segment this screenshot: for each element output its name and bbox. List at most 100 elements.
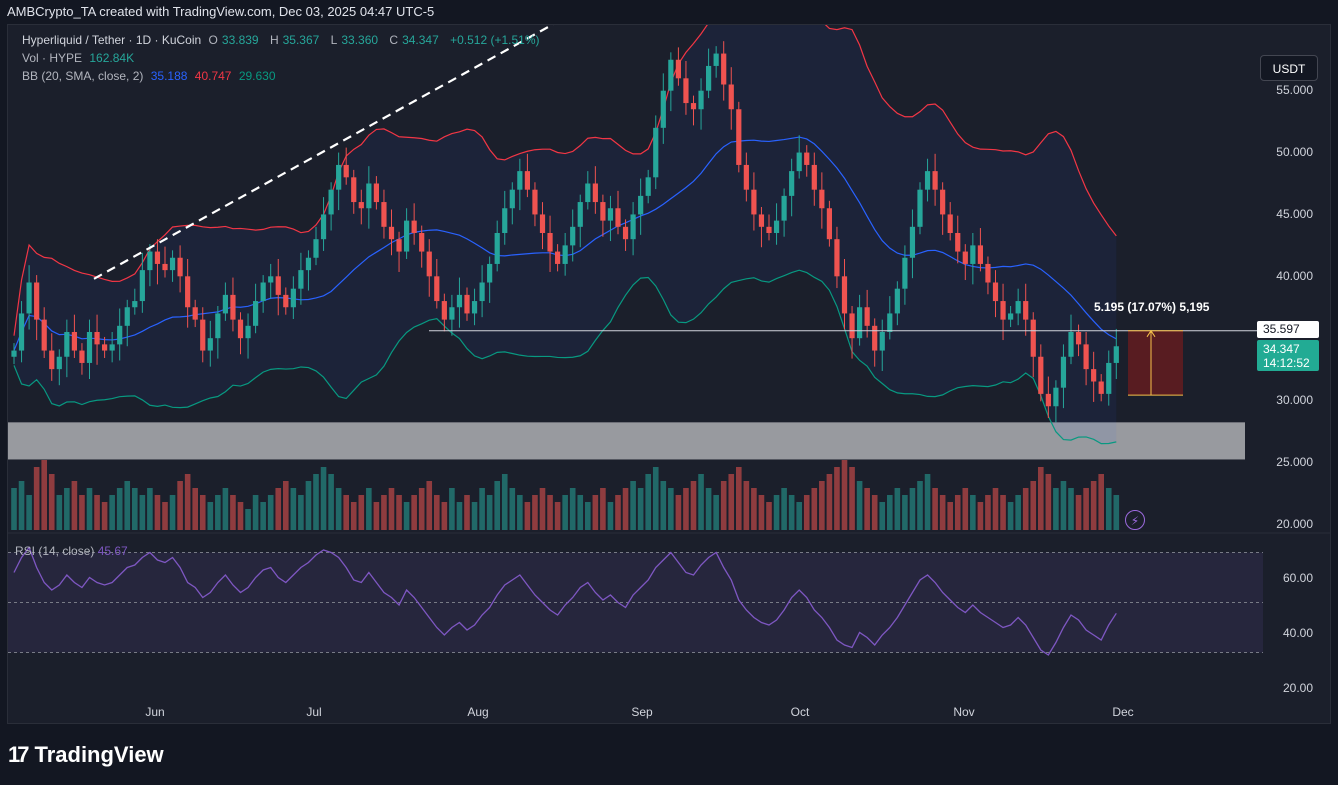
- candle: [736, 109, 742, 165]
- volume-bar: [313, 474, 319, 530]
- volume-bar: [698, 474, 704, 530]
- candle: [177, 257, 183, 277]
- candle: [86, 332, 93, 363]
- currency-button[interactable]: USDT: [1260, 55, 1318, 81]
- candle: [864, 307, 870, 326]
- candle: [773, 220, 780, 233]
- candle: [834, 239, 840, 277]
- volume-bar: [456, 502, 463, 530]
- candle: [207, 338, 213, 351]
- volume-bar: [977, 502, 984, 530]
- candle: [479, 282, 485, 302]
- candle: [298, 270, 304, 289]
- candle: [562, 245, 568, 264]
- time-axis-label: Dec: [1112, 705, 1134, 719]
- volume-bar: [418, 488, 425, 530]
- chart-frame[interactable]: Hyperliquid / Tether · 1D · KuCoin O 33.8…: [7, 24, 1331, 724]
- volume-bar: [71, 481, 78, 530]
- volume-bar: [970, 495, 976, 530]
- candle: [449, 307, 455, 320]
- candle: [1008, 313, 1014, 320]
- candle: [109, 344, 115, 351]
- volume-bar: [124, 481, 131, 530]
- candles: [11, 41, 1119, 423]
- tradingview-logo[interactable]: 17 TradingView: [8, 742, 164, 767]
- candle: [517, 171, 523, 190]
- candle: [1060, 356, 1067, 388]
- volume-bar: [962, 488, 969, 530]
- volume-bar: [539, 488, 546, 530]
- candle: [653, 127, 659, 178]
- candle: [630, 214, 636, 240]
- volume-bar: [283, 481, 289, 530]
- volume-bar: [585, 502, 591, 530]
- volume-bar: [184, 474, 191, 530]
- candle: [162, 263, 168, 271]
- volume-bar: [1022, 488, 1029, 530]
- candle: [849, 313, 855, 339]
- candle: [411, 220, 417, 233]
- candle: [124, 307, 130, 326]
- candle: [894, 288, 900, 314]
- volume-bar: [532, 495, 538, 530]
- candle: [698, 90, 704, 110]
- volume-bar: [705, 488, 712, 530]
- volume-bar: [788, 495, 795, 530]
- volume-bar: [615, 495, 621, 530]
- volume-bar: [86, 488, 93, 530]
- volume-bar: [79, 495, 85, 530]
- volume-bar: [652, 467, 659, 530]
- volume-bar: [1090, 481, 1097, 530]
- volume-bar: [622, 488, 629, 530]
- volume-bar: [1053, 488, 1059, 530]
- candle: [169, 257, 176, 271]
- candle: [857, 307, 863, 339]
- volume-bar: [343, 495, 349, 530]
- candle: [404, 220, 410, 252]
- volume-bar: [41, 460, 47, 530]
- volume-bar: [939, 495, 946, 530]
- volume-bar: [11, 488, 17, 530]
- volume-bar: [917, 481, 923, 530]
- candle: [555, 251, 561, 264]
- candle: [547, 233, 553, 252]
- volume-bar: [773, 495, 780, 530]
- candle: [139, 270, 145, 302]
- candle: [230, 294, 236, 320]
- rsi-legend[interactable]: RSI (14, close) 45.67: [15, 544, 128, 558]
- legend-volume[interactable]: Vol · HYPE 162.84K: [22, 51, 135, 65]
- candle: [283, 294, 289, 308]
- candle: [396, 239, 402, 252]
- price-axis-label: 20.000: [1276, 517, 1313, 531]
- rsi-pane: [8, 546, 1263, 656]
- candle: [924, 171, 931, 190]
- candle: [728, 84, 734, 110]
- symbol-title[interactable]: Hyperliquid / Tether · 1D · KuCoin: [22, 33, 202, 47]
- volume-bar: [683, 488, 689, 530]
- volume-bar: [849, 467, 855, 530]
- candle: [1098, 381, 1104, 394]
- volume-bar: [479, 488, 485, 530]
- drawn-lines: [93, 25, 1258, 332]
- volume-bar: [162, 502, 168, 530]
- candle: [600, 202, 606, 221]
- candle: [313, 239, 319, 258]
- volume-bar: [441, 502, 448, 530]
- chart-canvas[interactable]: [8, 25, 1330, 723]
- candle: [192, 307, 198, 320]
- candle: [1106, 362, 1112, 394]
- candle: [804, 152, 810, 165]
- volume-bar: [199, 495, 206, 530]
- volume-bar: [803, 495, 810, 530]
- volume-bar: [547, 495, 553, 530]
- candle: [487, 263, 493, 283]
- lightning-icon[interactable]: ⚡: [1125, 510, 1145, 530]
- candle: [388, 226, 395, 240]
- time-axis-label: Aug: [467, 705, 489, 719]
- candle: [1038, 356, 1044, 394]
- volume-bar: [471, 502, 478, 530]
- volume-bar: [887, 495, 893, 530]
- volume-bar: [811, 488, 818, 530]
- legend-bollinger[interactable]: BB (20, SMA, close, 2) 35.188 40.747 29.…: [22, 69, 276, 83]
- candle: [366, 183, 372, 209]
